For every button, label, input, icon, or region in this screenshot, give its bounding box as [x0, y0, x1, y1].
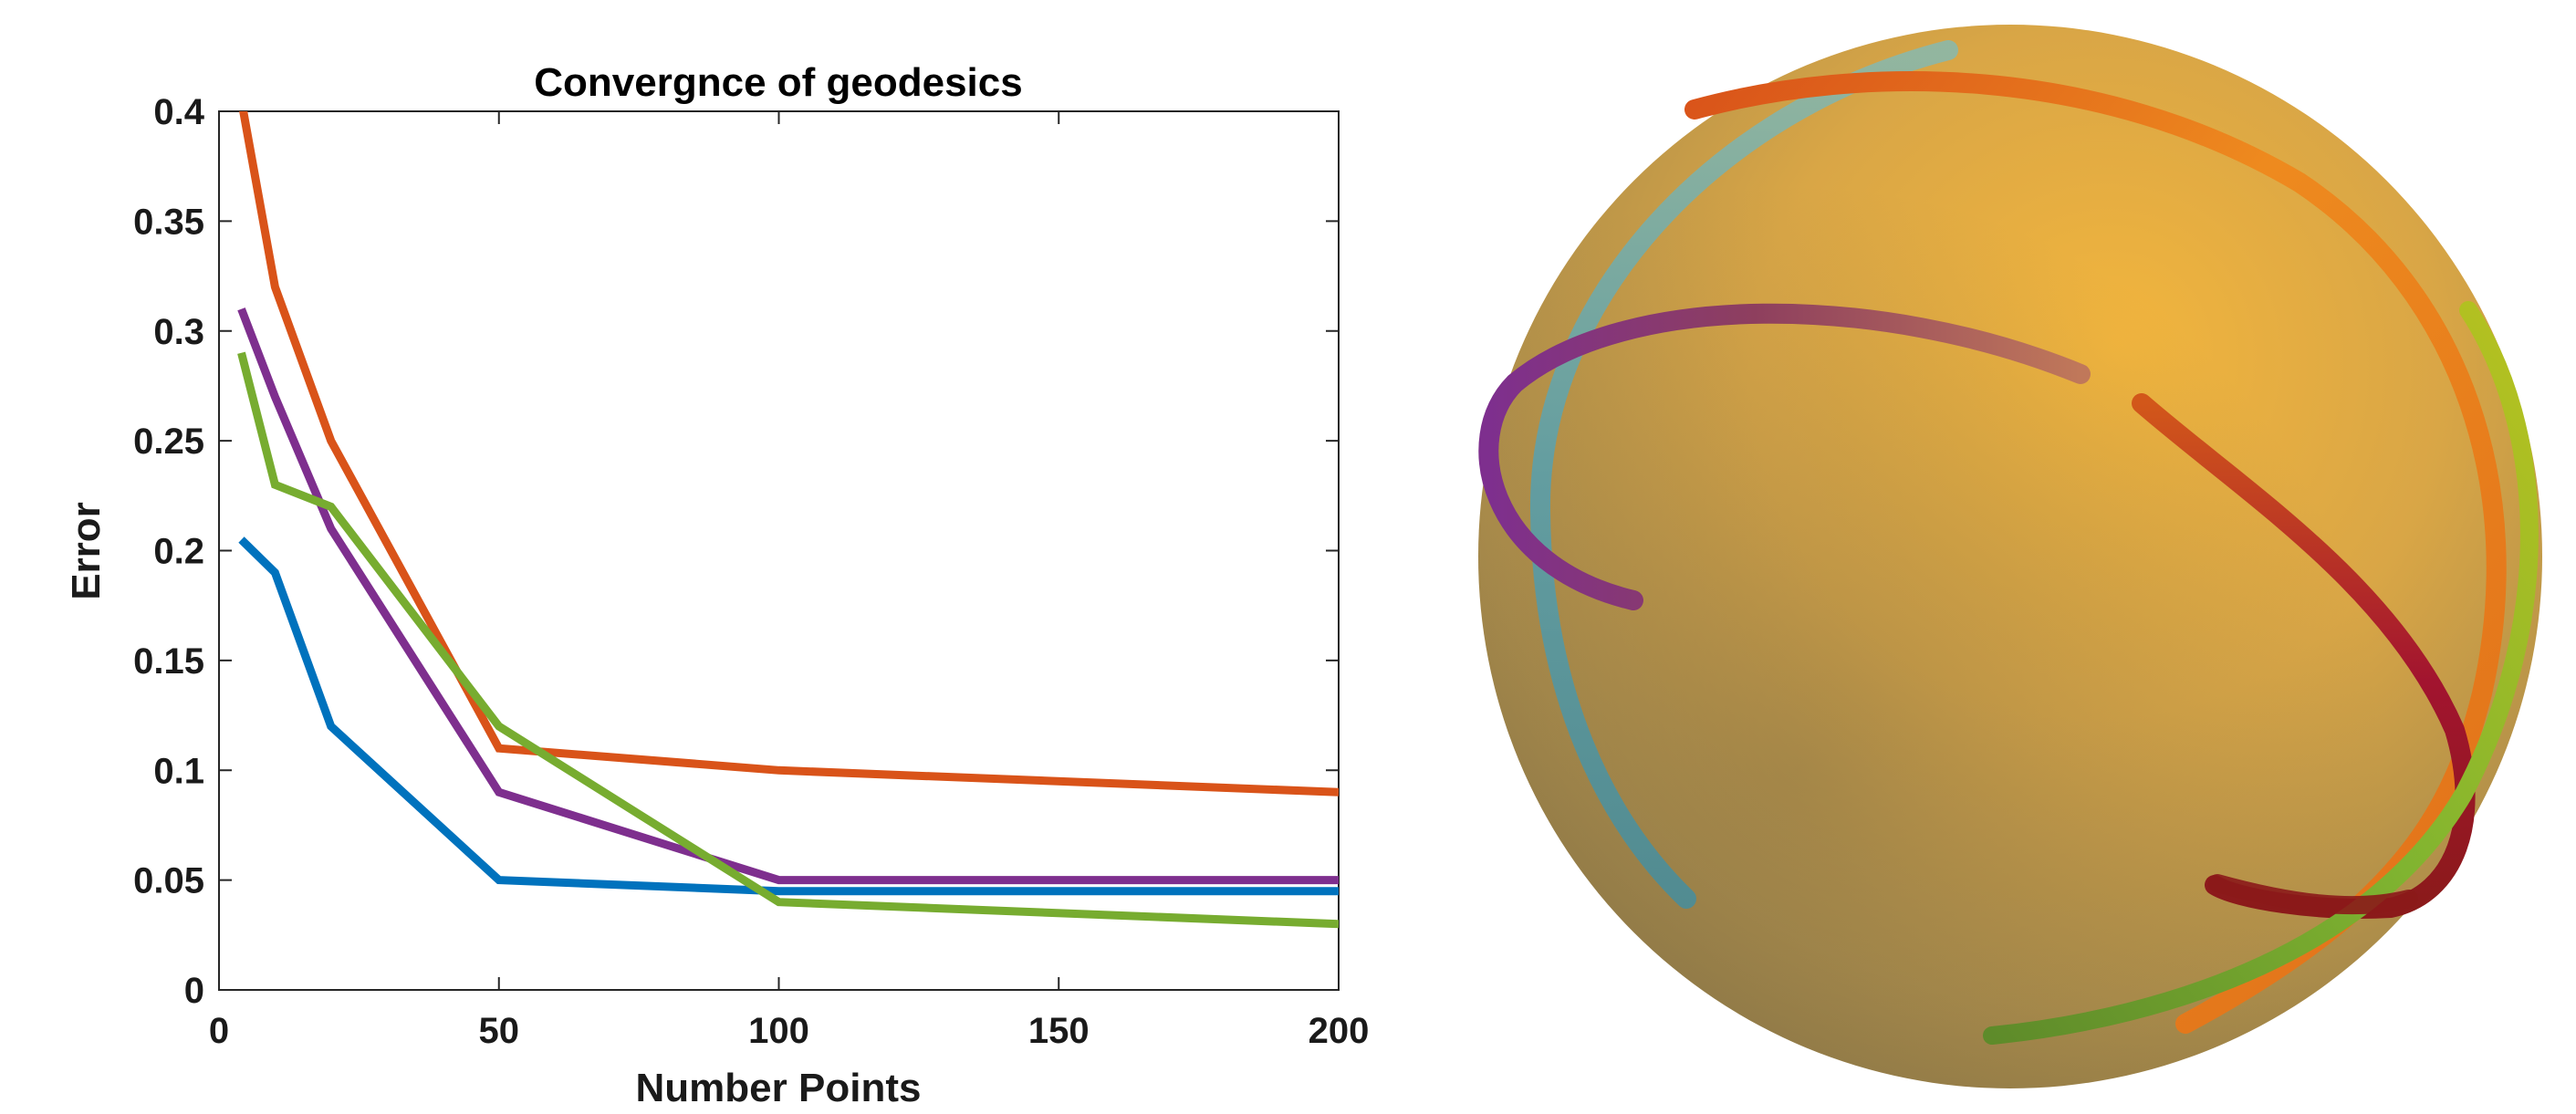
y-tick-label: 0.2 — [153, 532, 204, 572]
sphere-geodesics-figure — [1478, 25, 2542, 1088]
y-tick-label: 0.1 — [153, 751, 204, 791]
convergence-chart: 0 0.05 0.1 0.15 0.2 0.25 0.3 0.35 0.4 0 50 100 150 2… — [64, 60, 1369, 1110]
geodesic-teal — [1529, 40, 1958, 909]
x-tick-label: 150 — [1028, 1011, 1090, 1051]
sphere-shading — [1478, 25, 2542, 1088]
series-line-3 — [237, 351, 1339, 929]
y-axis: 0 0.05 0.1 0.15 0.2 0.25 0.3 0.35 0.4 — [133, 92, 1339, 1011]
y-tick-label: 0.3 — [153, 312, 204, 352]
geodesic-orange — [1684, 71, 2507, 1034]
x-axis-label: Number Points — [636, 1066, 922, 1110]
x-tick-label: 0 — [209, 1011, 229, 1051]
series-line-2 — [237, 307, 1339, 885]
series-line-1 — [239, 111, 1339, 796]
y-tick-label: 0 — [184, 971, 204, 1011]
y-tick-label: 0.25 — [133, 422, 204, 462]
y-tick-label: 0.4 — [153, 92, 204, 132]
y-tick-label: 0.35 — [133, 202, 204, 242]
y-tick-label: 0.15 — [133, 641, 204, 682]
geodesic-darkred — [2208, 874, 2418, 915]
y-axis-label: Error — [64, 502, 109, 600]
chart-title: Convergnce of geodesics — [534, 60, 1022, 105]
geodesic-green — [1983, 301, 2539, 1045]
x-tick-label: 50 — [479, 1011, 520, 1051]
series-line-0 — [238, 536, 1339, 896]
x-axis: 0 50 100 150 200 — [209, 111, 1370, 1051]
geodesic-purple — [1478, 303, 2091, 610]
y-tick-label: 0.05 — [133, 861, 204, 901]
x-tick-label: 200 — [1309, 1011, 1370, 1051]
x-tick-label: 100 — [748, 1011, 809, 1051]
plot-area — [218, 110, 1340, 991]
series-layer — [237, 111, 1339, 929]
